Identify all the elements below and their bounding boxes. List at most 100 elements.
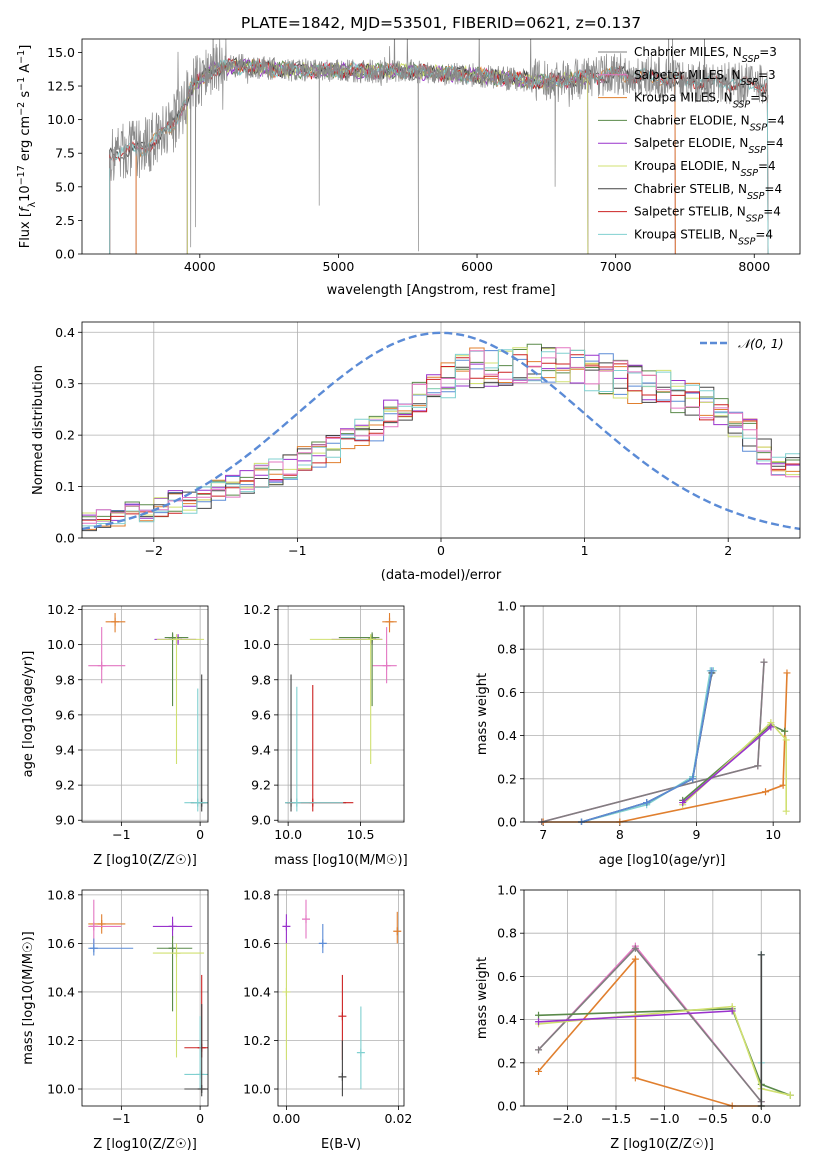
x-tick-label: −2.0 (552, 1111, 582, 1126)
axes-frame (523, 605, 801, 823)
axes-frame (81, 889, 209, 1107)
point-marker (282, 987, 291, 996)
y-axis-label: Normed distribution (31, 365, 46, 495)
data-point (184, 974, 208, 1058)
data-point (288, 685, 354, 812)
y-tick-label: 10.6 (47, 936, 75, 951)
weight_vs_Z-chart: −2.0 −1.5 −1.0 −0.5 0.0 0.0 0.2 0.4 0.6 0.8 1.0 Z [… (475, 883, 801, 1152)
weight-marker (757, 951, 765, 959)
weight-marker (781, 727, 789, 735)
legend-label: Chabrier STELIB, NSSP=4 (634, 182, 782, 202)
weight-line (537, 947, 762, 1103)
point-marker (197, 1085, 206, 1094)
y-tick-label: 10.2 (47, 1033, 75, 1048)
y-tick-label: 0.6 (497, 969, 517, 984)
axes-frame (277, 605, 405, 823)
y-tick-label: 0.0 (497, 1099, 517, 1114)
y-tick-label: 10.4 (47, 984, 75, 999)
weight-marker (535, 1046, 543, 1054)
weight-marker (631, 944, 639, 952)
x-tick-label: −1 (288, 543, 306, 558)
y-tick-label: 1.0 (497, 883, 517, 898)
x-tick-label: 0 (196, 1111, 204, 1126)
axes-frame (523, 889, 801, 1107)
data-point (184, 1016, 208, 1090)
y-tick-label: 0.4 (497, 1012, 517, 1027)
x-axis-label: wavelength [Angstrom, rest frame] (327, 283, 556, 298)
y-axis-label: mass [log10(M/M☉)] (21, 931, 36, 1064)
y-axis-label: mass weight (475, 957, 490, 1039)
legend-label: Salpeter MILES, NSSP=3 (634, 68, 776, 88)
legend-label: Salpeter ELODIE, NSSP=4 (634, 136, 784, 156)
y-tick-label: 9.8 (55, 672, 75, 687)
weight-line (581, 670, 713, 823)
x-tick-label: 5000 (323, 259, 355, 274)
weight-marker (631, 955, 639, 963)
histogram-lines (82, 331, 800, 532)
x-tick-label: 8000 (738, 259, 770, 274)
y-tick-label: 0.6 (497, 685, 517, 700)
weight-marker (643, 799, 651, 807)
y-tick-label: 0.2 (497, 771, 517, 786)
x-tick-label: 7000 (600, 259, 632, 274)
normal-curve (82, 331, 800, 531)
point-marker (318, 939, 327, 948)
weight-line (537, 956, 762, 1107)
y-tick-label: 10.0 (243, 1082, 271, 1097)
weight-marker (754, 762, 762, 770)
x-tick-label: 0.02 (384, 1111, 412, 1126)
y-tick-label: 9.6 (55, 707, 75, 722)
point-marker (356, 1048, 365, 1057)
age_vs_Z-chart: −1 0 9.0 9.2 9.4 9.6 9.8 10.0 10.2 Z [log10(Z/Z☉)… (21, 602, 209, 868)
point-marker (89, 922, 98, 931)
data-point (285, 674, 347, 812)
data-point (88, 899, 122, 944)
point-marker (111, 617, 120, 626)
y-tick-label: 0.3 (55, 376, 75, 391)
y-tick-label: 10.0 (243, 637, 271, 652)
point-marker (193, 798, 202, 807)
x-tick-label: 0 (437, 543, 445, 558)
x-axis-label: Z [log10(Z/Z☉)] (610, 1137, 714, 1152)
y-tick-label: 10.0 (47, 637, 75, 652)
mass_vs_Z-chart: −1 0 10.0 10.2 10.4 10.6 10.8 Z [log10(Z/Z☉)] ma… (21, 887, 209, 1152)
weight-marker (535, 1011, 543, 1019)
weight-marker (708, 667, 716, 675)
x-tick-label: 7 (539, 827, 547, 842)
histogram-step-line (82, 354, 800, 522)
x-tick-label: 0 (196, 827, 204, 842)
data-point (184, 1004, 208, 1097)
point-marker (89, 944, 98, 953)
weight-marker (767, 723, 775, 731)
axes-frame (277, 889, 405, 1107)
y-tick-label: 10.2 (243, 602, 271, 617)
weight-marker (689, 775, 697, 783)
data-point (105, 613, 126, 633)
data-point (338, 1040, 347, 1097)
y-tick-label: 15.0 (47, 45, 75, 60)
data-point (156, 936, 193, 1012)
y-tick-label: 9.4 (55, 743, 75, 758)
point-marker (196, 1070, 205, 1079)
weight_vs_age-chart: 7 8 9 10 0.0 0.2 0.4 0.6 0.8 1.0 age [log10(age/yr… (475, 599, 801, 868)
data-point (190, 674, 208, 812)
histogram-step-line (82, 347, 800, 532)
y-tick-label: 0.0 (55, 531, 75, 546)
errorbars (282, 899, 402, 1097)
y-tick-label: 0.2 (497, 1055, 517, 1070)
data-point (309, 634, 383, 765)
x-tick-label: 0.00 (272, 1111, 300, 1126)
data-point (372, 627, 397, 684)
data-point (88, 938, 134, 956)
y-axis-label: mass weight (475, 673, 490, 755)
errorbars (88, 613, 208, 812)
spectrum-lines (109, 39, 769, 254)
data-point (184, 688, 208, 812)
x-tick-label: 10 (765, 827, 781, 842)
point-marker (168, 922, 177, 931)
legend-label: Kroupa ELODIE, NSSP=4 (634, 159, 776, 179)
weight-marker (762, 788, 769, 796)
x-tick-label: −1.0 (649, 1111, 679, 1126)
data-point (382, 613, 397, 633)
